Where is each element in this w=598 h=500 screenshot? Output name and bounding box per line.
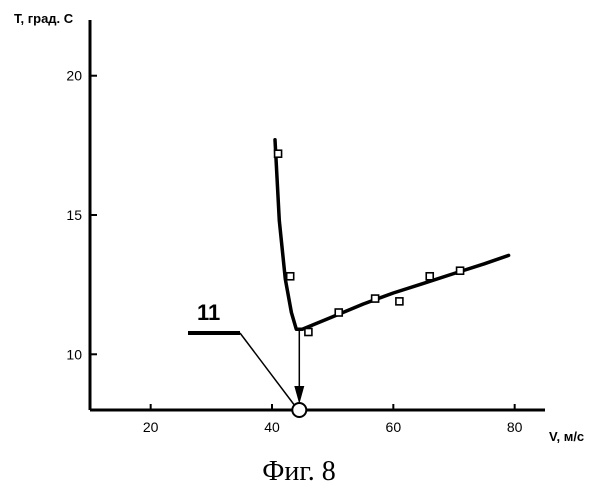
- x-tick-label: 40: [264, 419, 280, 435]
- y-tick-label: 10: [66, 346, 82, 362]
- figure-caption: Фиг. 8: [0, 456, 598, 488]
- data-point: [305, 329, 312, 336]
- x-tick-label: 60: [386, 419, 402, 435]
- data-point: [396, 298, 403, 305]
- y-tick-label: 20: [66, 68, 82, 84]
- data-point: [457, 267, 464, 274]
- fit-curve: [275, 140, 509, 329]
- data-point: [287, 273, 294, 280]
- y-tick-label: 15: [66, 207, 82, 223]
- minimum-arrow-head: [294, 386, 304, 404]
- minimum-point-circle: [292, 403, 306, 417]
- data-point: [335, 309, 342, 316]
- data-point: [275, 150, 282, 157]
- x-tick-label: 80: [507, 419, 523, 435]
- x-axis-title: V, м/с: [549, 429, 584, 444]
- x-tick-label: 20: [143, 419, 159, 435]
- reference-leader-line: [240, 333, 294, 405]
- reference-numeral-11: 11: [197, 300, 220, 325]
- data-point: [372, 295, 379, 302]
- data-point: [426, 273, 433, 280]
- y-axis-title: T, град. С: [14, 11, 74, 26]
